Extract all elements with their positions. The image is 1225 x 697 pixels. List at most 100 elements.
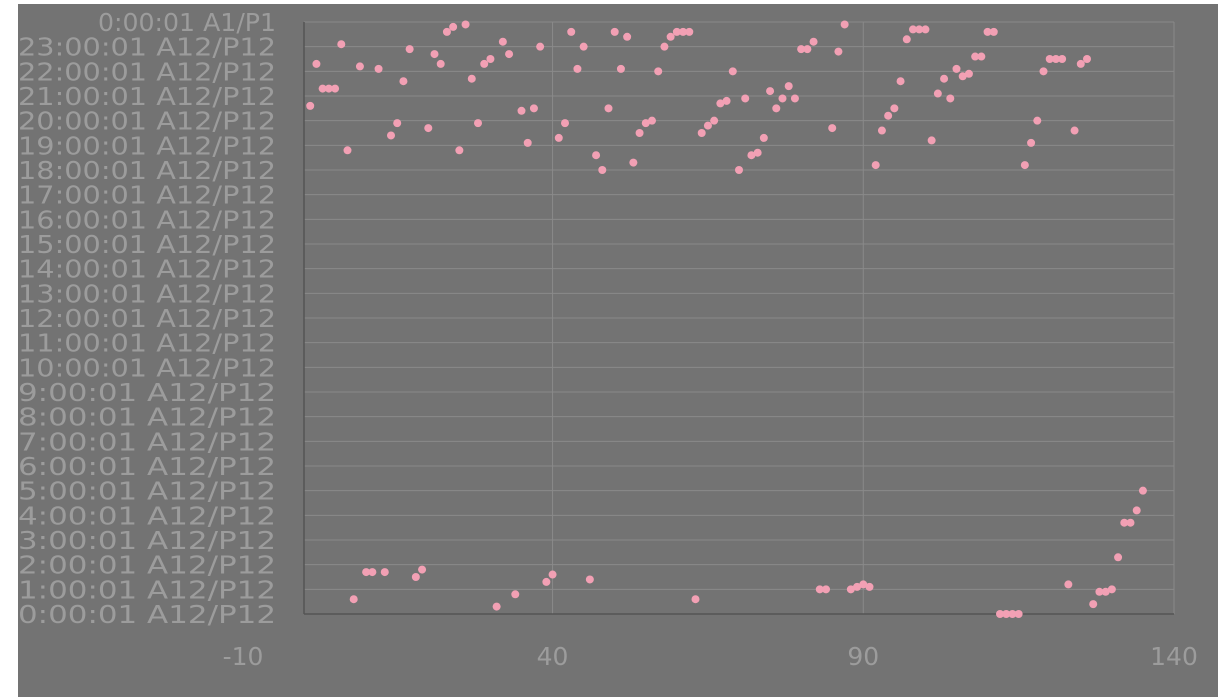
data-point <box>1095 587 1104 596</box>
data-point <box>306 101 315 110</box>
data-point <box>387 131 395 140</box>
y-tick-label: 11:00:01 A12/P12 <box>18 329 276 358</box>
data-point <box>1132 506 1141 515</box>
data-point <box>666 32 675 41</box>
data-point <box>467 74 476 83</box>
data-point <box>424 124 433 133</box>
x-tick-label: 90 <box>847 642 879 671</box>
data-point <box>927 136 936 145</box>
y-tick-label: 21:00:01 A12/P12 <box>18 82 276 111</box>
data-point <box>604 104 613 113</box>
data-point <box>498 37 507 46</box>
y-tick-label: 14:00:01 A12/P12 <box>18 255 276 284</box>
data-point <box>380 568 389 577</box>
y-tick-label: 18:00:01 A12/P12 <box>18 156 276 185</box>
data-point <box>635 129 644 137</box>
data-point <box>362 568 371 577</box>
data-point <box>1089 600 1098 609</box>
y-tick-label: 6:00:01 A12/P12 <box>18 452 276 481</box>
y-tick-label: 7:00:01 A12/P12 <box>18 427 276 456</box>
data-point <box>803 45 812 54</box>
data-point <box>455 146 464 155</box>
data-point <box>517 106 526 115</box>
data-point <box>772 104 781 113</box>
data-point <box>964 69 973 78</box>
y-tick-label: 8:00:01 A12/P12 <box>18 403 276 432</box>
gridlines <box>304 21 1175 615</box>
data-point <box>1039 67 1048 76</box>
data-point <box>1064 580 1073 589</box>
axes <box>303 22 1174 615</box>
data-point <box>312 59 321 68</box>
data-point <box>784 82 793 91</box>
data-point <box>759 133 768 142</box>
data-point <box>641 119 650 128</box>
data-point <box>579 42 588 51</box>
data-point <box>1138 486 1147 495</box>
data-point <box>741 94 750 103</box>
data-point <box>697 129 706 137</box>
data-point <box>1020 161 1029 170</box>
data-point <box>337 40 346 49</box>
data-point <box>710 116 719 125</box>
data-point <box>685 27 694 36</box>
y-tick-label: 4:00:01 A12/P12 <box>18 501 276 530</box>
data-point <box>1120 518 1129 527</box>
data-point <box>529 104 538 113</box>
data-point <box>679 27 688 36</box>
data-point <box>1058 55 1067 63</box>
data-point <box>324 84 333 93</box>
y-tick-label: 16:00:01 A12/P12 <box>18 205 276 234</box>
data-point <box>492 602 501 611</box>
y-tick-label: 12:00:01 A12/P12 <box>18 304 276 333</box>
data-point <box>1107 585 1116 594</box>
data-point <box>996 610 1004 618</box>
data-point <box>331 84 340 93</box>
y-tick-label: 19:00:01 A12/P12 <box>18 131 276 160</box>
data-point <box>828 124 837 133</box>
y-tick-label: 22:00:01 A12/P12 <box>18 57 276 86</box>
y-tick-label: 9:00:01 A12/P12 <box>18 378 276 407</box>
data-point <box>884 111 893 120</box>
data-point <box>411 573 420 581</box>
data-point <box>393 119 402 128</box>
data-point <box>747 151 756 160</box>
data-point <box>561 119 569 128</box>
data-point <box>585 575 594 584</box>
x-tick-label: -10 <box>223 642 264 671</box>
data-point <box>865 582 874 591</box>
data-point <box>846 585 855 594</box>
data-point <box>1114 553 1123 562</box>
data-point <box>902 35 911 44</box>
data-point <box>592 151 601 160</box>
data-point <box>735 166 743 174</box>
y-tick-label: 0:00:01 A1/P1 <box>98 8 276 37</box>
data-point <box>753 148 762 157</box>
y-tick-label: 0:00:01 A12/P12 <box>18 600 276 629</box>
data-point <box>660 42 669 51</box>
data-point <box>480 59 489 68</box>
data-point <box>958 72 967 81</box>
data-point <box>598 166 607 174</box>
data-point <box>1070 126 1079 135</box>
data-points <box>306 20 1147 618</box>
data-point <box>766 87 775 96</box>
data-point <box>536 42 545 51</box>
data-point <box>778 94 787 103</box>
data-point <box>573 64 582 73</box>
y-tick-label: 15:00:01 A12/P12 <box>18 230 276 259</box>
data-point <box>915 25 924 34</box>
data-point <box>486 55 495 63</box>
data-point <box>1126 518 1135 527</box>
data-point <box>909 25 917 34</box>
data-point <box>834 47 843 56</box>
data-point <box>890 104 899 113</box>
data-point <box>722 96 731 105</box>
chart-area <box>18 4 1218 697</box>
data-point <box>1008 610 1017 618</box>
data-point <box>318 84 327 93</box>
y-tick-label: 13:00:01 A12/P12 <box>18 279 276 308</box>
data-point <box>629 158 638 167</box>
data-point <box>449 22 458 31</box>
data-point <box>952 64 961 73</box>
